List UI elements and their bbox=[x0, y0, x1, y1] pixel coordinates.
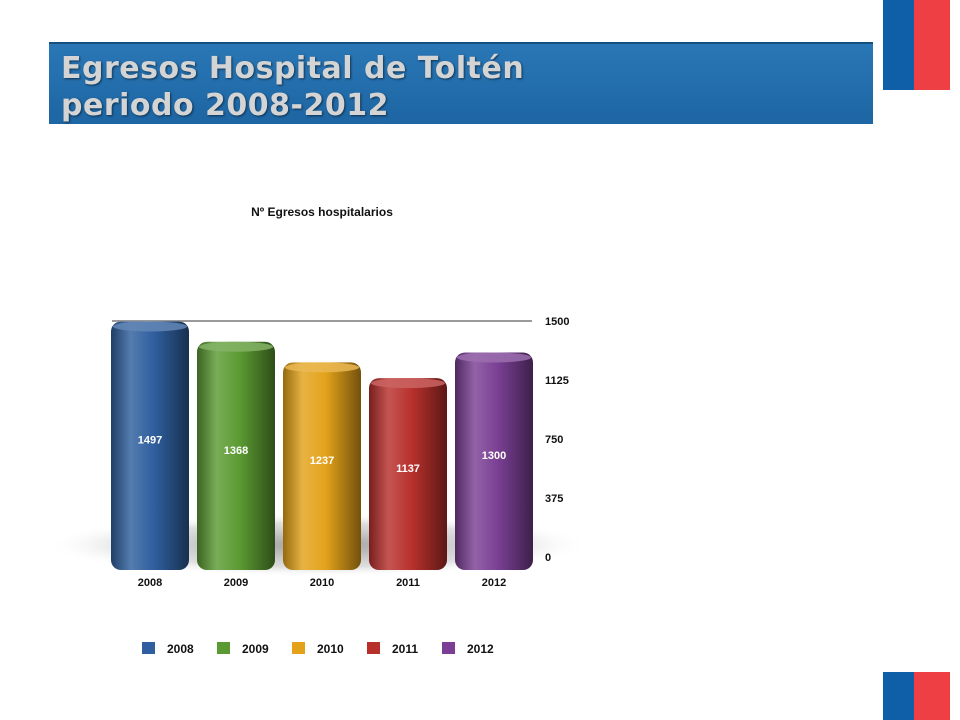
slide-title-line2: periodo 2008-2012 bbox=[61, 88, 389, 123]
bar-body bbox=[111, 321, 189, 570]
bar-2008: 1497 bbox=[111, 321, 189, 570]
x-tick-label: 2011 bbox=[396, 577, 420, 589]
title-banner: Egresos Hospital de Toltén periodo 2008-… bbox=[49, 42, 873, 124]
legend-swatch bbox=[292, 642, 305, 654]
legend-swatch bbox=[142, 642, 155, 654]
x-tick-label: 2008 bbox=[138, 577, 162, 589]
slide-title-line1: Egresos Hospital de Toltén bbox=[61, 51, 525, 86]
data-label: 1497 bbox=[138, 435, 162, 447]
legend-label: 2012 bbox=[467, 642, 494, 656]
data-label: 1368 bbox=[224, 445, 248, 457]
bar-2012: 1300 bbox=[455, 352, 533, 570]
data-label: 1300 bbox=[482, 450, 506, 462]
legend-item-2011: 2011 bbox=[367, 642, 418, 656]
chart-title: Nº Egresos hospitalarios bbox=[251, 205, 393, 219]
bar-body bbox=[455, 352, 533, 570]
x-tick-label: 2010 bbox=[310, 577, 334, 589]
bar-2009: 1368 bbox=[197, 341, 275, 570]
y-tick-label: 0 bbox=[545, 552, 551, 564]
bar-top-cap bbox=[371, 378, 445, 389]
legend-item-2012: 2012 bbox=[442, 642, 494, 656]
data-label: 1237 bbox=[310, 455, 334, 467]
bar-top-cap bbox=[199, 341, 273, 352]
legend-label: 2009 bbox=[242, 642, 269, 656]
legend-swatch bbox=[217, 642, 230, 654]
bar-2011: 1137 bbox=[369, 378, 447, 570]
legend-swatch bbox=[367, 642, 380, 654]
bar-top-cap bbox=[285, 362, 359, 373]
y-tick-label: 750 bbox=[545, 434, 563, 446]
bar-top-cap bbox=[113, 321, 187, 332]
flag-decoration-bottom bbox=[883, 672, 950, 720]
y-tick-label: 375 bbox=[545, 493, 563, 505]
y-tick-label: 1125 bbox=[545, 375, 569, 387]
bar-body bbox=[283, 362, 361, 570]
flag-decoration-top bbox=[883, 0, 950, 90]
legend-item-2009: 2009 bbox=[217, 642, 269, 656]
bar-2010: 1237 bbox=[283, 362, 361, 570]
bar-body bbox=[369, 378, 447, 570]
legend-swatch bbox=[442, 642, 455, 654]
legend-item-2010: 2010 bbox=[292, 642, 344, 656]
legend-item-2008: 2008 bbox=[142, 642, 194, 656]
x-tick-label: 2009 bbox=[224, 577, 248, 589]
legend-label: 2008 bbox=[167, 642, 194, 656]
legend-label: 2011 bbox=[392, 642, 418, 656]
legend-label: 2010 bbox=[317, 642, 344, 656]
data-label: 1137 bbox=[396, 463, 420, 475]
bar-top-cap bbox=[457, 352, 531, 363]
bar-body bbox=[197, 341, 275, 570]
y-tick-label: 1500 bbox=[545, 316, 569, 328]
x-tick-label: 2012 bbox=[482, 577, 506, 589]
